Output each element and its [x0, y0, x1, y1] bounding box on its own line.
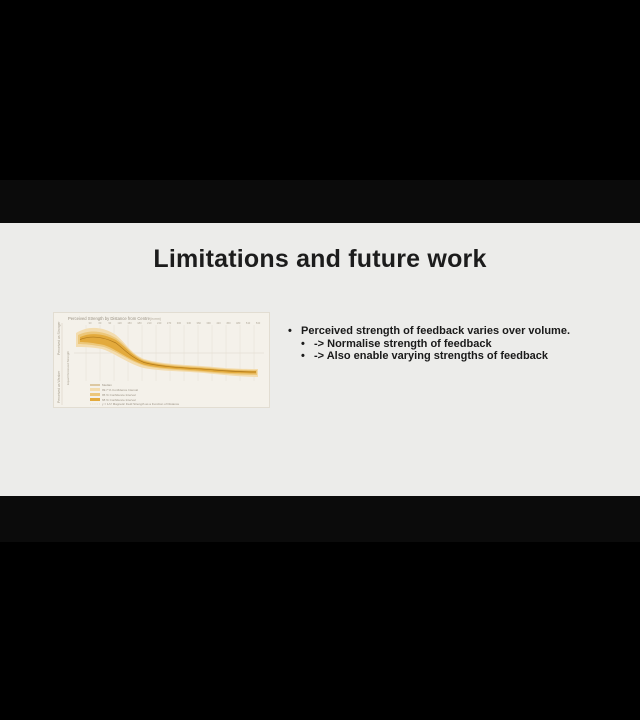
x-tick-label: 90 — [108, 321, 111, 325]
confidence-band-inner — [80, 334, 256, 374]
x-tick-label: 420 — [216, 321, 221, 325]
x-tick-label: 180 — [137, 321, 142, 325]
bullet-text: Perceived strength of feedback varies ov… — [301, 325, 571, 337]
bullet-item: • Perceived strength of feedback varies … — [288, 325, 628, 338]
sub-bullet-text: -> Normalise strength of feedback — [314, 338, 492, 350]
bullet-dot: • — [288, 325, 292, 337]
letterbox-bottom — [0, 496, 640, 542]
x-tick-label: 120 — [117, 321, 122, 325]
sub-bullet-text: -> Also enable varying strengths of feed… — [314, 350, 549, 362]
x-tick-label: 390 — [206, 321, 211, 325]
letterbox-top — [0, 180, 640, 223]
sub-bullet-item: • -> Also enable varying strengths of fe… — [301, 350, 628, 362]
median-line — [79, 336, 257, 373]
sub-bullet-item: • -> Normalise strength of feedback — [301, 338, 628, 350]
x-tick-label: 330 — [187, 321, 192, 325]
slide: Limitations and future work Perceived St… — [0, 223, 640, 496]
slide-title: Limitations and future work — [153, 245, 487, 273]
figure-legend: Median 99.7 % Confidence Interval 95 % C… — [90, 383, 179, 406]
bullet-list: • Perceived strength of feedback varies … — [288, 325, 628, 362]
mid-label: Equal Perceived Strength — [66, 351, 70, 385]
x-tick-label: 480 — [236, 321, 241, 325]
x-tick-label: 510 — [246, 321, 251, 325]
legend-ci-68: 68 % Confidence Interval — [102, 398, 136, 402]
bullet-dot: • — [301, 350, 305, 362]
y-axis-label-upper: Perceived as Stronger — [57, 321, 61, 355]
x-tick-label: 270 — [167, 321, 172, 325]
figure-graphic: Perceived Strength by Distance from Cent… — [57, 316, 264, 406]
y-axis-label-lower: Perceived as Weaker — [57, 370, 61, 403]
figure-title: Perceived Strength by Distance from Cent… — [68, 316, 151, 321]
legend-ci-95: 95 % Confidence Interval — [102, 393, 136, 397]
x-tick-label: 540 — [256, 321, 261, 325]
x-tick-labels: 30 60 90 120 150 180 210 240 270 300 330 360 390 420 4… — [89, 321, 261, 325]
x-tick-label: 240 — [157, 321, 162, 325]
legend-magnetic-field: y = 1/x³ Magnetic Field Strength as a Fu… — [102, 402, 179, 406]
x-tick-label: 60 — [98, 321, 101, 325]
x-tick-label: 30 — [89, 321, 92, 325]
confidence-band-outer — [76, 327, 258, 377]
x-tick-label: 450 — [226, 321, 231, 325]
figure-title-note: (in mm) — [150, 317, 161, 321]
bullet-dot: • — [301, 338, 305, 350]
x-tick-label: 360 — [197, 321, 202, 325]
x-tick-label: 210 — [147, 321, 152, 325]
legend-ci-997: 99.7 % Confidence Interval — [102, 388, 138, 392]
x-tick-label: 300 — [177, 321, 182, 325]
legend-median: Median — [102, 383, 112, 387]
perceived-strength-figure: Perceived Strength by Distance from Cent… — [53, 312, 270, 408]
x-tick-label: 150 — [127, 321, 132, 325]
